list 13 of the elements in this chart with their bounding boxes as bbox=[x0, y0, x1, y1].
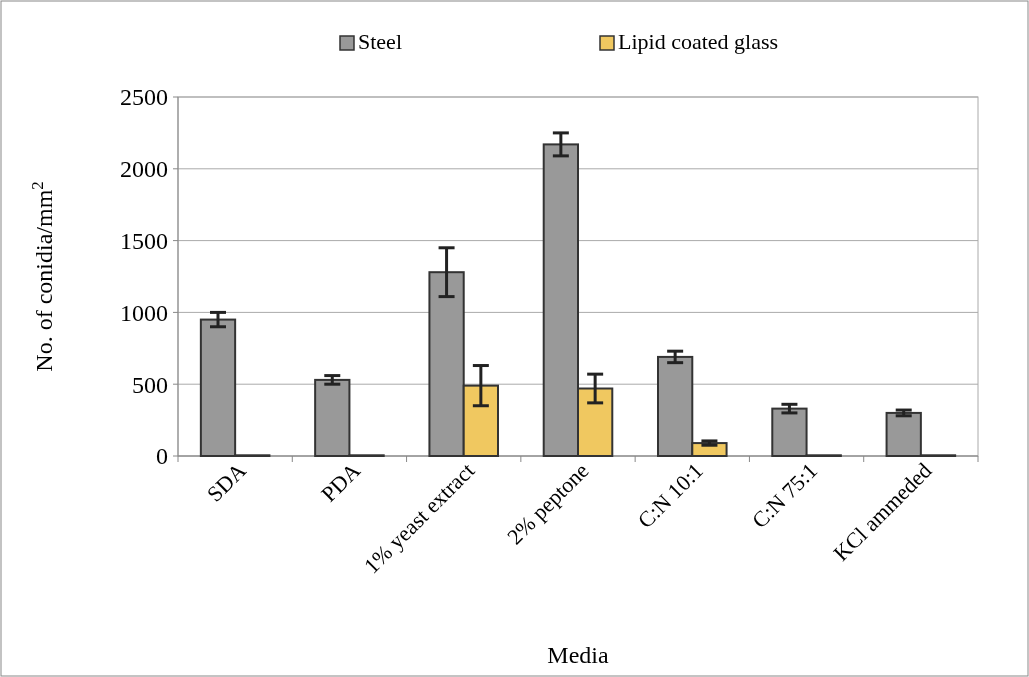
x-axis-title: Media bbox=[547, 642, 609, 668]
x-tick-label: C:N 75:1 bbox=[746, 457, 823, 534]
legend-label: Steel bbox=[358, 29, 402, 54]
y-tick-label: 0 bbox=[156, 443, 168, 470]
y-tick-label: 2500 bbox=[120, 84, 168, 111]
legend-label: Lipid coated glass bbox=[618, 29, 779, 54]
x-tick-label: PDA bbox=[316, 457, 366, 507]
x-tick-label: SDA bbox=[201, 457, 251, 507]
x-tick-label: C:N 10:1 bbox=[632, 457, 708, 534]
y-tick-label: 1500 bbox=[120, 228, 168, 254]
y-tick-label: 2000 bbox=[120, 156, 168, 183]
y-tick-label: 500 bbox=[132, 371, 168, 398]
y-tick-label: 1000 bbox=[120, 299, 168, 326]
